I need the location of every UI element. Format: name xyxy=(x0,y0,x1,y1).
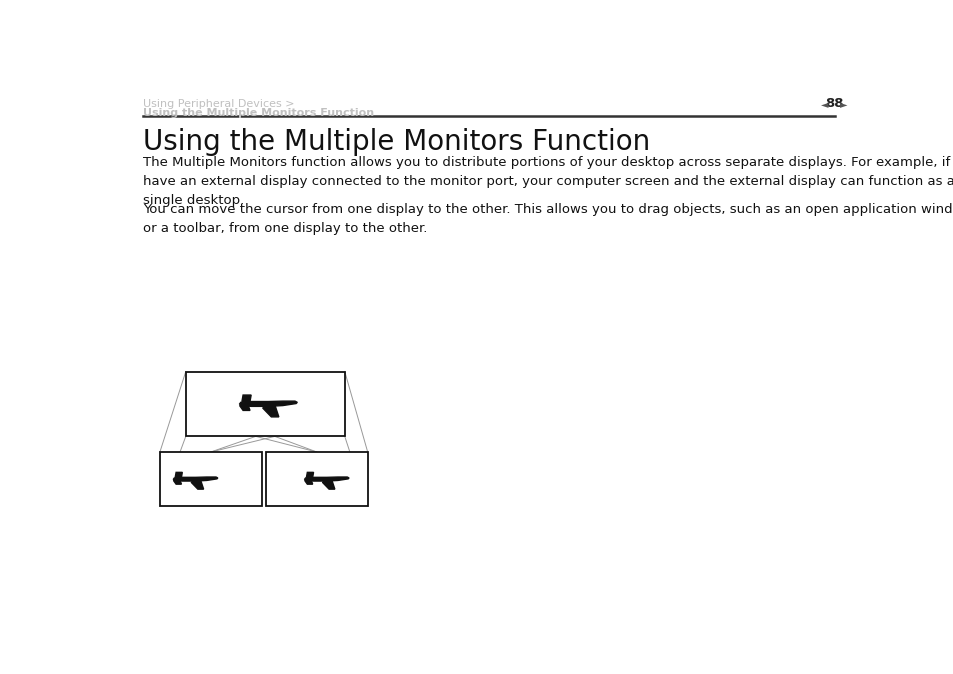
Polygon shape xyxy=(242,395,251,402)
Polygon shape xyxy=(173,481,181,484)
Polygon shape xyxy=(239,401,297,406)
Polygon shape xyxy=(262,406,278,417)
Text: 88: 88 xyxy=(824,97,842,111)
Text: Using the Multiple Monitors Function: Using the Multiple Monitors Function xyxy=(143,108,374,118)
Polygon shape xyxy=(306,472,314,477)
Polygon shape xyxy=(191,481,203,489)
Text: Using Peripheral Devices >: Using Peripheral Devices > xyxy=(143,99,294,109)
Text: The Multiple Monitors function allows you to distribute portions of your desktop: The Multiple Monitors function allows yo… xyxy=(143,156,953,207)
Polygon shape xyxy=(173,477,217,481)
Polygon shape xyxy=(304,477,349,481)
Polygon shape xyxy=(239,406,250,410)
Bar xyxy=(186,371,344,436)
Text: ◄: ◄ xyxy=(820,98,827,109)
Bar xyxy=(265,452,367,506)
Polygon shape xyxy=(304,481,313,484)
Polygon shape xyxy=(175,472,182,477)
Bar xyxy=(160,452,262,506)
Text: You can move the cursor from one display to the other. This allows you to drag o: You can move the cursor from one display… xyxy=(143,203,953,235)
Text: ►: ► xyxy=(840,98,846,109)
Text: Using the Multiple Monitors Function: Using the Multiple Monitors Function xyxy=(143,127,650,156)
Polygon shape xyxy=(322,481,335,489)
